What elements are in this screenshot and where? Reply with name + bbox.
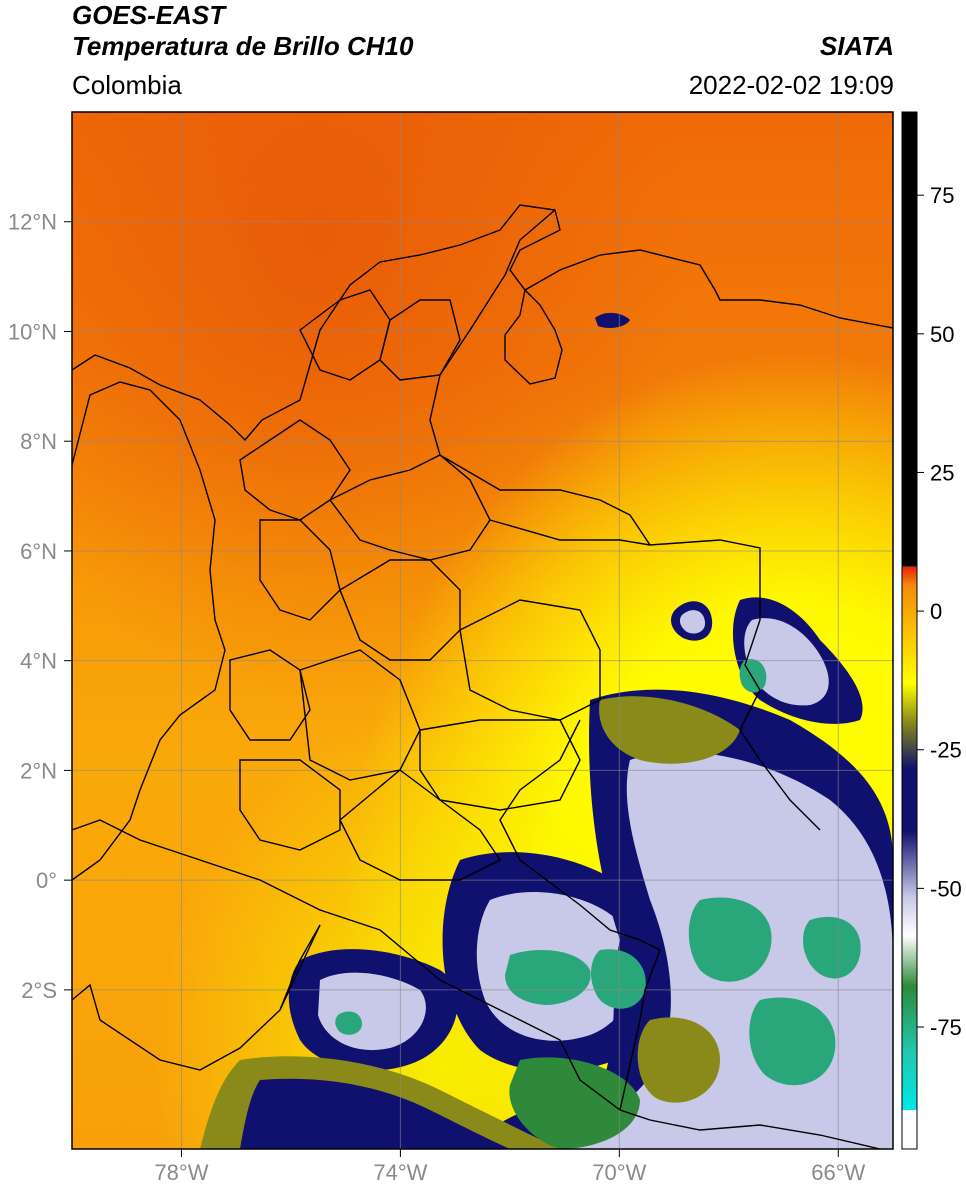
lon-label-0: 78°W <box>154 1160 208 1185</box>
colorbar-segment-coldest <box>902 1110 917 1149</box>
product-title: Temperatura de Brillo CH10 <box>72 31 414 61</box>
colorbar-label-4: -25 <box>930 738 962 763</box>
cloud-band-southwest-dark <box>240 1078 510 1149</box>
cloud-south-green <box>509 1057 640 1149</box>
colorbar-label-3: 0 <box>930 599 942 624</box>
cloud-cluster-east-core-1 <box>688 897 772 982</box>
cloud-cluster-east-core-3 <box>803 916 861 979</box>
cloud-cluster-east-core-2 <box>749 997 836 1086</box>
departments-3 <box>259 519 341 621</box>
colorbar-label-5: -50 <box>930 876 962 901</box>
colorbar-segment-cold <box>902 722 917 1111</box>
border-brazil-peru <box>619 1109 881 1149</box>
lat-label-6: 0° <box>36 868 57 893</box>
coastline-caribbean <box>72 204 893 442</box>
latitude-labels: 12°N 10°N 8°N 6°N 4°N 2°N 0° 2°S <box>8 210 72 1003</box>
border-colombia-venezuela <box>429 209 821 831</box>
colorbar-segment-warm <box>902 566 917 722</box>
map-area[interactable] <box>72 112 893 1149</box>
lat-label-4: 4°N <box>20 649 57 674</box>
lat-label-0: 12°N <box>8 210 57 235</box>
departments-9 <box>339 769 502 881</box>
cloud-clusters <box>200 312 893 1149</box>
longitude-labels: 78°W 74°W 70°W 66°W <box>154 1160 865 1185</box>
colorbar-frame <box>901 111 918 1150</box>
lat-label-7: 2°S <box>21 978 57 1003</box>
lon-label-3: 66°W <box>811 1160 865 1185</box>
lon-label-1: 74°W <box>373 1160 427 1185</box>
departments-7 <box>299 649 421 781</box>
departments-11 <box>489 519 651 546</box>
agency-label: SIATA <box>819 31 894 61</box>
departments-5 <box>459 599 601 721</box>
colorbar-ticks: 75 50 25 0 -25 -50 -75 <box>917 183 962 1040</box>
map-frame <box>71 111 894 1150</box>
satellite-title: GOES-EAST <box>72 0 226 30</box>
region-label: Colombia <box>72 70 182 100</box>
lat-label-1: 10°N <box>8 319 57 344</box>
colorbar-label-2: 25 <box>930 460 954 485</box>
colorbar-segment-hot <box>902 112 917 567</box>
lat-label-3: 6°N <box>20 539 57 564</box>
cloud-cell-west <box>335 1011 362 1035</box>
departments-10 <box>239 759 341 851</box>
colorbar-label-6: -75 <box>930 1015 962 1040</box>
coastline-peru <box>72 924 321 1071</box>
departments-13 <box>379 299 461 381</box>
lat-label-2: 8°N <box>20 429 57 454</box>
lon-label-2: 70°W <box>592 1160 646 1185</box>
colorbar-label-0: 75 <box>930 183 954 208</box>
border-colombia-peru <box>72 819 621 1111</box>
borders <box>72 204 893 1149</box>
departments-8 <box>419 719 581 811</box>
cloud-band-olive-east <box>599 696 740 764</box>
departments-6 <box>229 649 311 741</box>
cloud-cell-small-inner <box>679 610 706 634</box>
longitude-tick-marks <box>180 1149 839 1157</box>
departments-1 <box>239 419 351 521</box>
border-ecuador-peru <box>279 924 321 1011</box>
cloud-cluster-south-core <box>505 950 591 1005</box>
colorbar-label-1: 50 <box>930 322 954 347</box>
cloud-cluster-east-olive <box>637 1017 720 1103</box>
lat-label-5: 2°N <box>20 758 57 783</box>
gridlines <box>72 112 893 1149</box>
cloud-cell-north <box>595 312 630 328</box>
title-block: GOES-EAST Temperatura de Brillo CH10 <box>72 0 413 62</box>
cloud-cluster-east-core-4 <box>591 949 646 1009</box>
border-colombia-brazil <box>499 719 661 1111</box>
coastline-pacific <box>72 381 226 881</box>
datetime-label: 2022-02-02 19:09 <box>688 70 894 100</box>
colorbar: 75 50 25 0 -25 -50 -75 <box>901 111 962 1150</box>
